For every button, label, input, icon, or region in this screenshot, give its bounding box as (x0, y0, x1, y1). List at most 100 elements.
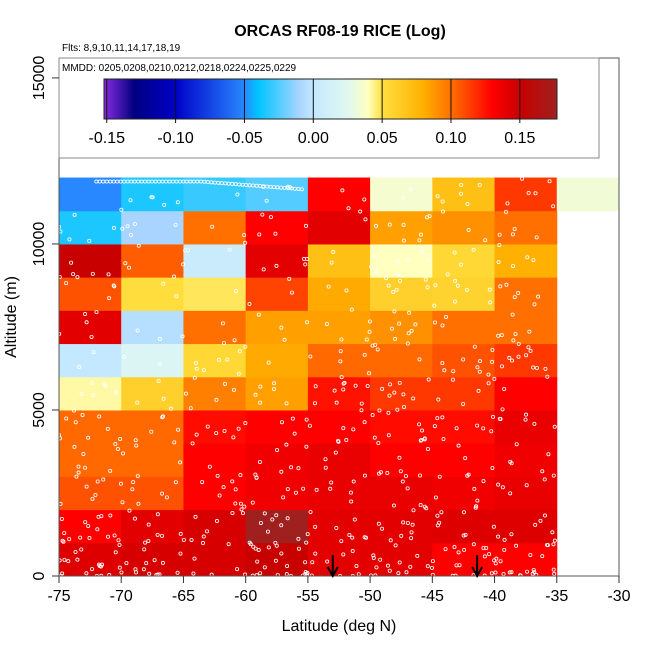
sample-point-marker (362, 197, 367, 202)
sample-point-marker (222, 381, 227, 386)
heatmap-cell (432, 376, 496, 411)
sample-point-marker (258, 571, 263, 576)
sample-point-marker (341, 426, 346, 431)
sample-point-marker (243, 421, 248, 426)
sample-point-marker (144, 561, 149, 566)
sample-point-marker (433, 283, 438, 288)
sample-point-marker (386, 433, 391, 438)
sample-point-marker (533, 191, 538, 196)
sample-point-marker (289, 290, 294, 295)
sample-point-marker (367, 319, 372, 324)
sample-point-marker (397, 455, 402, 460)
heatmap-cell (121, 210, 184, 245)
sample-point-marker (146, 538, 151, 543)
heatmap-cell (245, 476, 309, 511)
sample-point-marker (452, 545, 457, 550)
sample-point-marker (135, 474, 140, 479)
sample-point-marker (231, 387, 236, 392)
sample-point-marker (217, 493, 222, 498)
sample-point-marker (292, 431, 297, 436)
sample-point-marker (424, 506, 429, 511)
sample-point-marker (112, 533, 117, 538)
heatmap-cell (307, 210, 371, 245)
sample-point-marker (253, 472, 258, 477)
sample-point-marker (67, 237, 72, 242)
sample-point-marker (91, 393, 96, 398)
sample-point-marker (174, 294, 179, 299)
heatmap-cell (183, 376, 247, 411)
sample-point-marker (551, 542, 556, 547)
x-tick-label: -65 (172, 588, 195, 605)
heatmap-cell (121, 542, 184, 577)
sample-point-marker (545, 374, 550, 379)
sample-point-marker (437, 520, 442, 525)
sample-point-marker (57, 274, 62, 279)
sample-point-marker (121, 451, 126, 456)
sample-point-marker (266, 545, 271, 550)
sample-point-marker (60, 538, 65, 543)
heatmap-cell (121, 376, 184, 411)
sample-point-marker (181, 262, 186, 267)
heatmap-cell (370, 243, 433, 278)
x-tick-label: -60 (234, 588, 257, 605)
sample-point-marker (422, 437, 427, 442)
heatmap-cell (59, 343, 122, 378)
sample-point-marker (508, 491, 513, 496)
sample-point-marker (459, 182, 464, 187)
sample-point-marker (302, 256, 307, 261)
sample-point-marker (136, 501, 141, 506)
sample-point-marker (397, 560, 402, 565)
sample-point-marker (349, 499, 354, 504)
sample-point-marker (453, 278, 458, 283)
sample-point-marker (389, 326, 394, 331)
sample-point-marker (489, 429, 494, 434)
sample-point-marker (498, 284, 503, 289)
sample-point-marker (348, 490, 353, 495)
sample-point-marker (489, 571, 494, 576)
colorbar-tick-label: -0.05 (226, 130, 263, 147)
sample-point-marker (236, 371, 241, 376)
sample-point-marker (160, 533, 165, 538)
heatmap-cell (494, 277, 558, 311)
sample-point-marker (238, 473, 243, 478)
sample-point-marker (253, 392, 258, 397)
sample-point-marker (339, 539, 344, 544)
sample-point-marker (293, 490, 298, 495)
sample-point-marker (532, 421, 537, 426)
x-tick-label: -70 (110, 588, 133, 605)
sample-point-marker (452, 250, 457, 255)
sample-point-marker (490, 465, 495, 470)
heatmap-cell (432, 509, 496, 544)
sample-point-marker (117, 565, 122, 570)
sample-point-marker (363, 217, 368, 222)
sample-point-marker (526, 191, 531, 196)
sample-point-marker (239, 507, 244, 512)
sample-point-marker (451, 369, 456, 374)
sample-point-marker (133, 438, 138, 443)
heatmap-cell (183, 243, 247, 278)
sample-point-marker (502, 547, 507, 552)
sample-point-marker (76, 464, 81, 469)
arrow-head (326, 566, 339, 579)
heatmap-cell (494, 343, 558, 378)
heatmap-cell (245, 210, 309, 245)
sample-point-marker (386, 410, 391, 415)
x-tick-label: -75 (47, 588, 70, 605)
sample-point-marker (83, 520, 88, 525)
heatmap-cell (59, 476, 122, 511)
sample-point-marker (111, 283, 116, 288)
sample-point-marker (132, 516, 137, 521)
sample-point-marker (313, 551, 318, 556)
sample-point-marker (240, 511, 245, 516)
sample-point-marker (487, 287, 492, 292)
sample-point-marker (516, 291, 521, 296)
sample-point-marker (248, 542, 253, 547)
sample-point-marker (310, 560, 315, 565)
sample-point-marker (273, 540, 278, 545)
sample-point-marker (524, 483, 529, 488)
sample-point-marker (507, 355, 512, 360)
sample-point-marker (178, 531, 183, 536)
sample-point-marker (113, 550, 118, 555)
sample-point-marker (509, 461, 514, 466)
sample-point-marker (543, 366, 548, 371)
